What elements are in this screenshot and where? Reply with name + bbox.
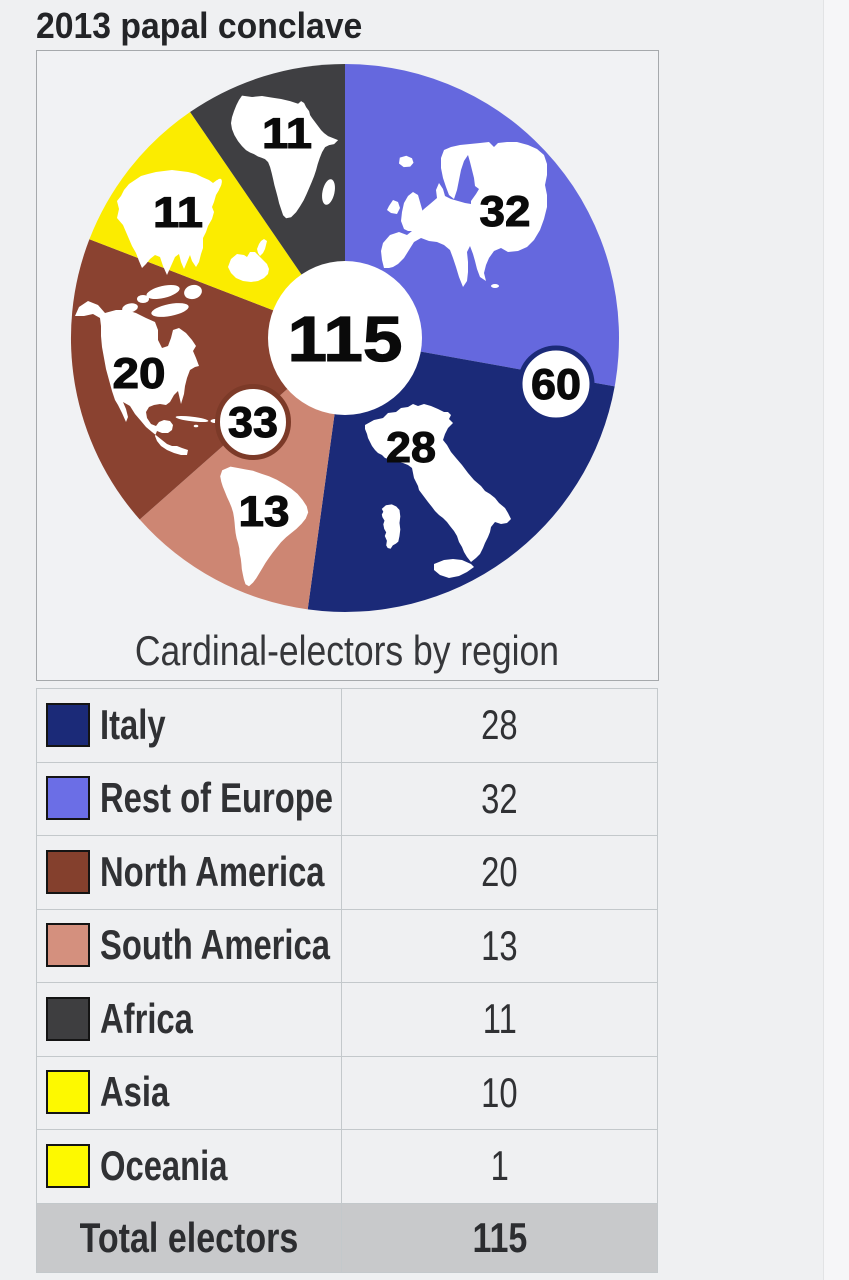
svg-text:20: 20 xyxy=(113,350,166,398)
svg-text:60: 60 xyxy=(531,361,581,409)
svg-text:11: 11 xyxy=(262,110,312,158)
svg-text:115: 115 xyxy=(288,303,403,375)
svg-text:33: 33 xyxy=(228,399,278,447)
svg-text:28: 28 xyxy=(386,424,436,472)
svg-text:11: 11 xyxy=(153,189,203,237)
svg-text:13: 13 xyxy=(239,488,290,536)
svg-text:32: 32 xyxy=(480,188,531,236)
